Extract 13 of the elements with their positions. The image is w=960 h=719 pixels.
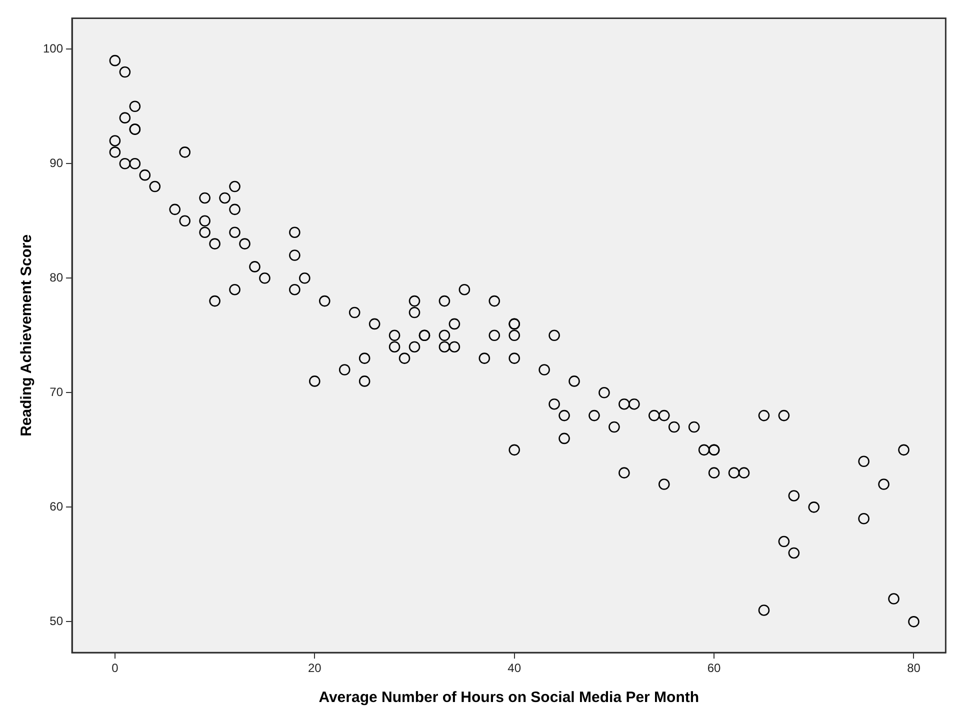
y-axis-title: Reading Achievement Score (18, 234, 36, 436)
x-tick-label: 0 (112, 661, 119, 676)
y-tick-label: 90 (50, 156, 64, 170)
x-axis-title: Average Number of Hours on Social Media Per Month (318, 689, 700, 706)
y-tick-label: 60 (50, 499, 64, 514)
y-tick-label: 80 (50, 270, 64, 284)
x-tick-label: 80 (907, 661, 921, 676)
y-tick-label: 50 (50, 614, 64, 628)
y-tick-label: 70 (50, 384, 64, 399)
y-tick-label: 100 (42, 41, 64, 56)
x-tick-label: 40 (508, 661, 522, 676)
x-tick-label: 20 (308, 661, 322, 676)
x-tick-label: 60 (707, 661, 722, 676)
